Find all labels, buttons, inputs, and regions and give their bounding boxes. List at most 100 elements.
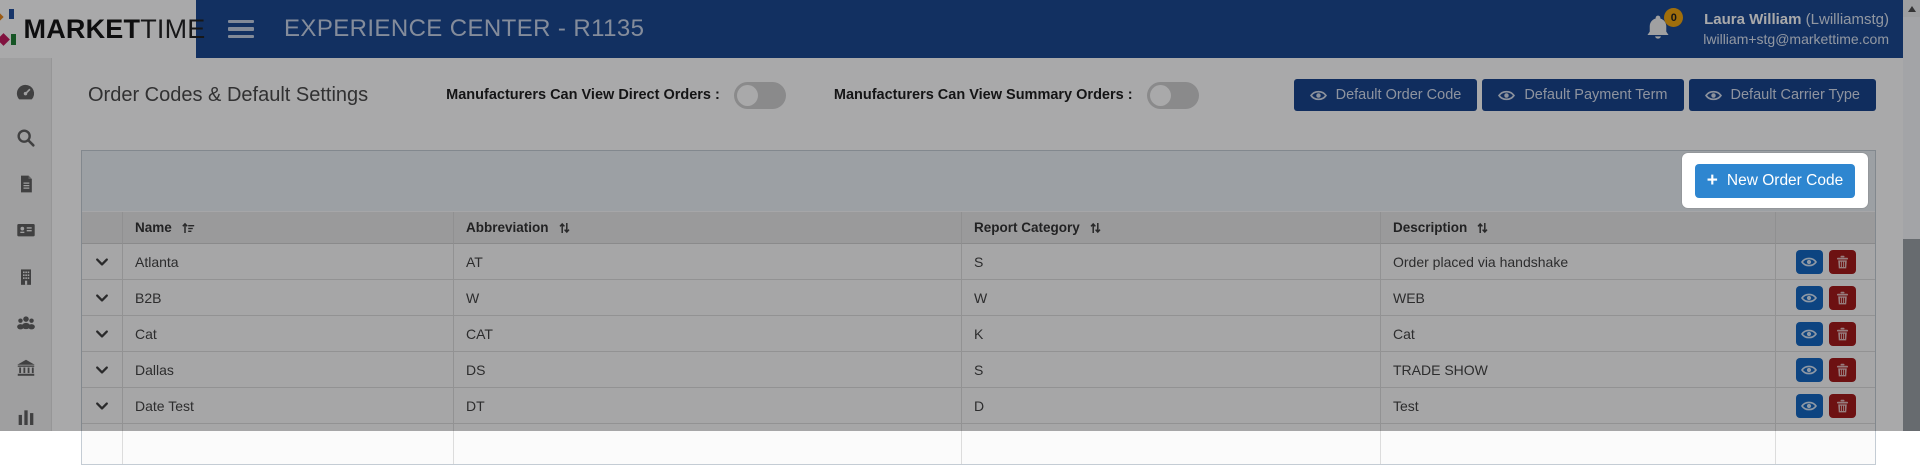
table-row: Date Test DT D Test	[82, 388, 1875, 424]
trash-icon	[1836, 255, 1849, 269]
scrollbar-thumb[interactable]	[1903, 17, 1920, 239]
row-expand-button[interactable]	[91, 396, 113, 416]
cell-description: Order placed via handshake	[1381, 244, 1776, 280]
page-scrollbar[interactable]	[1903, 0, 1920, 431]
toggle-summary-orders[interactable]	[1146, 81, 1199, 109]
sort-updown-icon	[1476, 221, 1489, 235]
cell-abbreviation: W	[454, 280, 962, 316]
notification-count-badge: 0	[1664, 8, 1684, 27]
markettime-logo[interactable]: MARKETTIME	[0, 0, 205, 58]
column-header-abbreviation[interactable]: Abbreviation	[454, 212, 962, 244]
hamburger-menu-icon[interactable]	[228, 19, 254, 39]
view-order-code-button[interactable]	[1795, 357, 1823, 382]
cell-report-category: S	[962, 244, 1381, 280]
cell-report-category: W	[962, 280, 1381, 316]
trash-icon	[1836, 327, 1849, 341]
toggle-direct-orders[interactable]	[733, 81, 786, 109]
user-login: (Lwilliamstg)	[1805, 11, 1889, 29]
default-carrier-type-button[interactable]: Default Carrier Type	[1688, 79, 1876, 111]
cell-name: Date Test	[123, 388, 454, 424]
user-name: Laura William	[1704, 11, 1802, 29]
column-header-description[interactable]: Description	[1381, 212, 1776, 244]
table-row: Dallas DS S TRADE SHOW	[82, 352, 1875, 388]
user-menu[interactable]: Laura William (Lwilliamstg) lwilliam+stg…	[1703, 10, 1889, 48]
eye-icon	[1801, 364, 1817, 376]
cell-description: WEB	[1381, 280, 1776, 316]
table-body: Atlanta AT S Order placed via handshake …	[82, 244, 1875, 424]
cell-name: B2B	[123, 280, 454, 316]
table-header-row: Name Abbreviation Report Category Descri…	[82, 212, 1875, 244]
row-expand-button[interactable]	[91, 288, 113, 308]
bell-icon	[1645, 13, 1675, 43]
eye-icon	[1801, 292, 1817, 304]
delete-order-code-button[interactable]	[1828, 285, 1856, 310]
users-group-icon[interactable]	[14, 310, 38, 334]
left-sidebar	[0, 58, 52, 431]
delete-order-code-button[interactable]	[1828, 249, 1856, 274]
eye-icon	[1801, 256, 1817, 268]
main-content: Order Codes & Default Settings Manufactu…	[52, 58, 1903, 465]
cell-report-category: K	[962, 316, 1381, 352]
row-expand-button[interactable]	[91, 360, 113, 380]
view-order-code-button[interactable]	[1795, 393, 1823, 418]
search-icon[interactable]	[14, 126, 38, 150]
cell-name: Dallas	[123, 352, 454, 388]
delete-order-code-button[interactable]	[1828, 357, 1856, 382]
plus-icon: +	[1706, 170, 1718, 191]
view-order-code-button[interactable]	[1795, 321, 1823, 346]
scrollbar-up-button[interactable]	[1903, 0, 1920, 17]
eye-icon	[1704, 89, 1722, 102]
cell-abbreviation: AT	[454, 244, 962, 280]
cell-description: Test	[1381, 388, 1776, 424]
row-expand-button[interactable]	[91, 324, 113, 344]
document-icon[interactable]	[14, 172, 38, 196]
cell-report-category: D	[962, 388, 1381, 424]
cell-name: Atlanta	[123, 244, 454, 280]
cell-report-category: S	[962, 352, 1381, 388]
eye-icon	[1801, 400, 1817, 412]
contact-card-icon[interactable]	[14, 218, 38, 242]
chart-bars-icon[interactable]	[14, 402, 38, 426]
trash-icon	[1836, 363, 1849, 377]
scroll-up-arrow-icon	[1907, 5, 1916, 12]
page-header-title: EXPERIENCE CENTER - R1135	[284, 15, 645, 42]
table-row: B2B W W WEB	[82, 280, 1875, 316]
chevron-down-icon	[95, 257, 109, 267]
new-order-code-button[interactable]: + New Order Code	[1695, 163, 1855, 198]
bank-icon[interactable]	[14, 356, 38, 380]
table-row: Cat CAT K Cat	[82, 316, 1875, 352]
default-order-code-button[interactable]: Default Order Code	[1293, 79, 1478, 111]
default-payment-term-button[interactable]: Default Payment Term	[1482, 79, 1684, 111]
view-order-code-button[interactable]	[1795, 249, 1823, 274]
delete-order-code-button[interactable]	[1828, 393, 1856, 418]
partial-next-row	[82, 424, 1875, 464]
building-icon[interactable]	[14, 264, 38, 288]
toggle-knob	[1149, 84, 1171, 106]
toggle-knob	[736, 84, 758, 106]
delete-order-code-button[interactable]	[1828, 321, 1856, 346]
expand-column-header	[82, 212, 123, 244]
column-header-report-category[interactable]: Report Category	[962, 212, 1381, 244]
row-expand-button[interactable]	[91, 252, 113, 272]
column-header-name[interactable]: Name	[123, 212, 454, 244]
view-order-code-button[interactable]	[1795, 285, 1823, 310]
notifications-bell-button[interactable]: 0	[1645, 8, 1684, 45]
toggle-label-direct-orders: Manufacturers Can View Direct Orders :	[446, 87, 720, 103]
cell-name: Cat	[123, 316, 454, 352]
markettime-logo-icon	[0, 8, 18, 50]
cell-description: TRADE SHOW	[1381, 352, 1776, 388]
chevron-down-icon	[95, 329, 109, 339]
trash-icon	[1836, 399, 1849, 413]
sort-asc-icon	[181, 221, 195, 235]
spotlight-highlight: + New Order Code	[1682, 153, 1868, 208]
toggle-label-summary-orders: Manufacturers Can View Summary Orders :	[833, 87, 1133, 103]
chevron-down-icon	[95, 401, 109, 411]
cell-abbreviation: CAT	[454, 316, 962, 352]
table-row: Atlanta AT S Order placed via handshake	[82, 244, 1875, 280]
cell-description: Cat	[1381, 316, 1776, 352]
dashboard-icon[interactable]	[14, 80, 38, 104]
order-codes-table-card: + New Order Code Name Abbreviation Repor…	[81, 150, 1876, 465]
page-title: Order Codes & Default Settings	[88, 83, 369, 106]
sort-updown-icon	[558, 221, 571, 235]
actions-column-header	[1776, 212, 1875, 244]
